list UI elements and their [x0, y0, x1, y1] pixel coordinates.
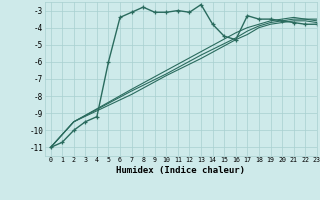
X-axis label: Humidex (Indice chaleur): Humidex (Indice chaleur) — [116, 166, 245, 175]
